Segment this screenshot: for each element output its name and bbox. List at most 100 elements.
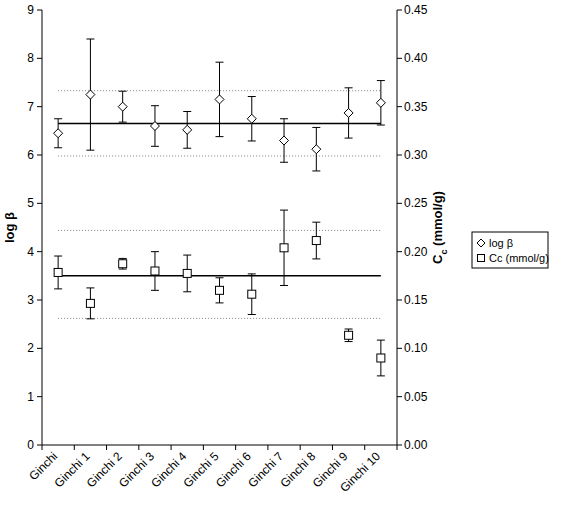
error-cap bbox=[312, 222, 320, 223]
y2-axis-label: Cc (mmol/g) bbox=[430, 191, 449, 264]
error-bar bbox=[54, 119, 62, 148]
x-tick bbox=[138, 445, 139, 450]
error-bar bbox=[377, 340, 385, 376]
y2-tick bbox=[397, 58, 402, 59]
legend-label: Cc (mmol/g) bbox=[489, 252, 549, 264]
x-tick bbox=[42, 445, 43, 450]
y-tick-label: 9 bbox=[27, 3, 34, 17]
error-bar bbox=[345, 88, 353, 138]
y-tick bbox=[37, 106, 42, 107]
x-tick bbox=[397, 445, 398, 450]
error-bar bbox=[86, 39, 94, 150]
error-cap bbox=[377, 375, 385, 376]
y2-tick-label: 0.45 bbox=[404, 3, 428, 17]
error-cap bbox=[183, 291, 191, 292]
y-tick-label: 1 bbox=[27, 390, 34, 404]
x-tick bbox=[267, 445, 268, 450]
error-bar bbox=[377, 81, 385, 125]
error-cap bbox=[280, 285, 288, 286]
y2-tick bbox=[397, 445, 402, 446]
error-cap bbox=[86, 39, 94, 40]
error-cap bbox=[216, 277, 224, 278]
error-bar bbox=[54, 256, 62, 289]
point bbox=[312, 237, 320, 245]
y2-tick bbox=[397, 348, 402, 349]
error-cap bbox=[280, 210, 288, 211]
error-bar bbox=[280, 119, 288, 163]
x-axis bbox=[42, 445, 397, 446]
error-bar bbox=[216, 62, 224, 136]
error-cap bbox=[248, 273, 256, 274]
x-tick bbox=[106, 445, 107, 450]
bound-line bbox=[58, 155, 381, 156]
point bbox=[54, 268, 62, 276]
y-tick bbox=[37, 58, 42, 59]
error-bar bbox=[183, 255, 191, 292]
y-tick bbox=[37, 300, 42, 301]
y2-tick-label: 0.10 bbox=[404, 341, 428, 355]
y-axis-label: log β bbox=[2, 212, 17, 243]
point bbox=[248, 290, 256, 298]
error-cap bbox=[151, 251, 159, 252]
error-cap bbox=[119, 269, 127, 270]
y-tick bbox=[37, 251, 42, 252]
y2-tick bbox=[397, 251, 402, 252]
error-cap bbox=[151, 105, 159, 106]
legend-label: log β bbox=[489, 237, 513, 249]
error-bar bbox=[280, 210, 288, 285]
y2-tick bbox=[397, 396, 402, 397]
y2-tick bbox=[397, 155, 402, 156]
error-cap bbox=[280, 162, 288, 163]
error-cap bbox=[119, 91, 127, 92]
point bbox=[183, 125, 192, 134]
point bbox=[344, 108, 353, 117]
point bbox=[377, 354, 385, 362]
bound-line bbox=[58, 318, 381, 319]
point bbox=[119, 260, 127, 268]
legend-marker bbox=[477, 239, 485, 247]
error-bar bbox=[248, 97, 256, 141]
y2-tick-label: 0.40 bbox=[404, 51, 428, 65]
x-tick bbox=[74, 445, 75, 450]
error-cap bbox=[377, 80, 385, 81]
y-tick bbox=[37, 445, 42, 446]
y-tick bbox=[37, 203, 42, 204]
error-cap bbox=[151, 146, 159, 147]
error-cap bbox=[248, 140, 256, 141]
x-tick bbox=[235, 445, 236, 450]
error-bar bbox=[86, 288, 94, 319]
error-cap bbox=[312, 127, 320, 128]
y-tick bbox=[37, 396, 42, 397]
y2-tick-label: 0.30 bbox=[404, 148, 428, 162]
error-bar bbox=[248, 274, 256, 315]
legend: log β Cc (mmol/g) bbox=[472, 232, 549, 268]
error-cap bbox=[345, 329, 353, 330]
y2-tick-label: 0.20 bbox=[404, 245, 428, 259]
error-cap bbox=[151, 290, 159, 291]
point bbox=[280, 244, 288, 252]
point bbox=[376, 98, 385, 107]
point bbox=[150, 122, 159, 131]
error-cap bbox=[86, 287, 94, 288]
point bbox=[86, 90, 95, 99]
x-tick bbox=[300, 445, 301, 450]
error-cap bbox=[312, 258, 320, 259]
error-bar bbox=[119, 258, 127, 269]
y2-tick-label: 0.00 bbox=[404, 438, 428, 452]
y2-tick-label: 0.25 bbox=[404, 196, 428, 210]
y-tick-label: 0 bbox=[27, 438, 34, 452]
error-bar bbox=[312, 127, 320, 171]
legend-marker bbox=[478, 255, 485, 262]
y-tick bbox=[37, 155, 42, 156]
y2-tick-label: 0.15 bbox=[404, 293, 428, 307]
point bbox=[215, 95, 224, 104]
error-bar bbox=[151, 252, 159, 291]
error-cap bbox=[312, 170, 320, 171]
point bbox=[247, 114, 256, 123]
y-tick-label: 5 bbox=[27, 196, 34, 210]
x-tick-label: Ginchi 10 bbox=[337, 449, 383, 495]
error-cap bbox=[119, 122, 127, 123]
y2-tick-label: 0.05 bbox=[404, 390, 428, 404]
y-tick-label: 3 bbox=[27, 293, 34, 307]
point bbox=[280, 136, 289, 145]
